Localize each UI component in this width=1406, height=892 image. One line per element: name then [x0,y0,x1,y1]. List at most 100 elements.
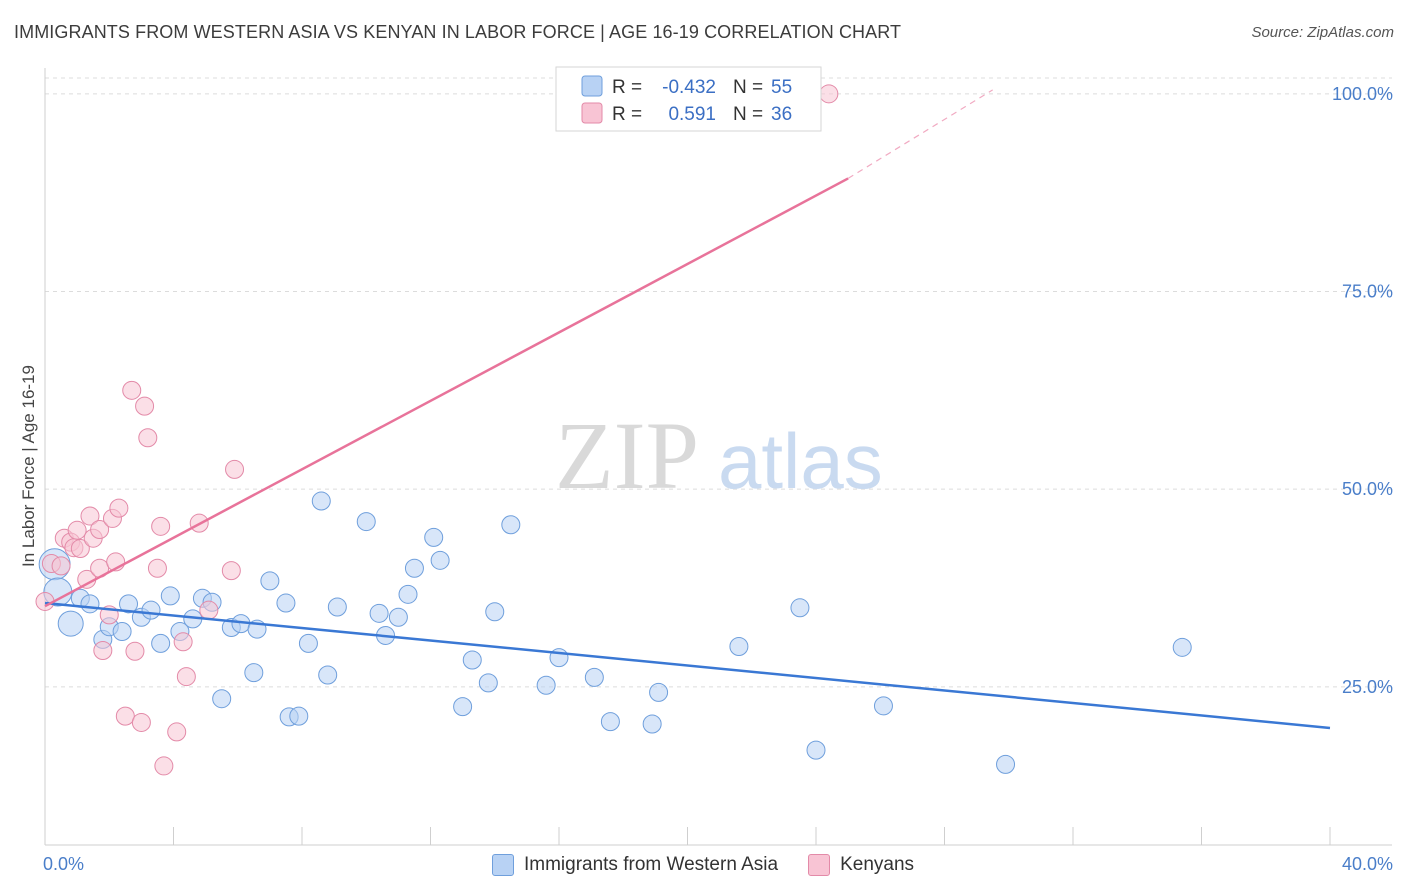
point-kenyan [819,84,839,104]
point-kenyan [90,520,110,540]
point-western-asia [478,673,498,693]
legend-n-value: 55 [771,77,792,98]
point-western-asia [729,637,749,657]
point-western-asia [404,558,424,578]
point-kenyan [173,632,193,652]
point-western-asia [388,607,408,627]
point-western-asia [424,527,444,547]
point-kenyan [131,712,151,732]
point-kenyan [125,641,145,661]
x-tick-labels: 0.0% 40.0% [43,854,1393,874]
watermark-atlas: atlas [718,417,883,505]
legend-r-label: R = [612,77,642,98]
point-western-asia [260,571,280,591]
y-tick-label: 50.0% [1342,479,1393,499]
point-kenyan [70,538,90,558]
point-western-asia [298,633,318,653]
point-kenyan [154,756,174,776]
point-western-asia [151,633,171,653]
point-kenyan [151,516,171,536]
gridlines [45,77,1392,688]
point-western-asia [244,663,264,683]
chart-title: IMMIGRANTS FROM WESTERN ASIA VS KENYAN I… [14,22,902,42]
point-western-asia [311,491,331,511]
data-points [35,84,1192,776]
legend-n-label: N = [733,104,763,125]
point-western-asia [318,665,338,685]
point-kenyan [80,506,100,526]
point-western-asia [649,682,669,702]
point-western-asia [485,602,505,622]
point-western-asia [369,603,389,623]
trend-line-western-asia [44,601,1331,730]
y-tick-labels: 100.0% 75.0% 50.0% 25.0% [1332,84,1393,697]
bottom-legend: Immigrants from Western Asia Kenyans [0,851,1406,879]
point-western-asia [141,600,161,620]
point-western-asia [112,622,132,642]
point-western-asia [430,550,450,570]
point-kenyan [199,600,219,620]
point-kenyan [176,667,196,687]
trend-line-kenyan [44,177,849,608]
point-western-asia [1172,637,1192,657]
point-kenyan [135,396,155,416]
trend-lines [44,89,1331,730]
legend-swatch [581,75,603,97]
point-western-asia [398,584,418,604]
trend-line-kenyan-extension [847,89,994,179]
point-kenyan [109,498,129,518]
legend-label-kenyans: Kenyans [840,854,915,875]
point-western-asia [462,650,482,670]
y-tick-label: 75.0% [1342,281,1393,301]
legend-label-western-asia: Immigrants from Western Asia [523,854,779,875]
point-western-asia [289,706,309,726]
point-kenyan [67,520,87,540]
point-kenyan [122,380,142,400]
point-western-asia [453,697,473,717]
point-kenyan [167,722,187,742]
point-western-asia [119,594,139,614]
source-note: Source: ZipAtlas.com [1251,24,1394,41]
point-western-asia [57,610,84,637]
point-western-asia [327,597,347,617]
watermark: ZIP atlas [555,402,883,509]
legend-item-western-asia: Immigrants from Western Asia [491,854,779,876]
point-kenyan [51,556,71,576]
point-western-asia [212,689,232,709]
point-western-asia [584,667,604,687]
point-western-asia [276,593,296,613]
point-western-asia [873,696,893,716]
legend-item-kenyans: Kenyans [808,854,914,876]
point-western-asia [536,675,556,695]
point-western-asia [996,754,1016,774]
point-western-asia [160,586,180,606]
point-western-asia [790,598,810,618]
legend-r-value: -0.432 [662,77,716,98]
y-tick-label: 100.0% [1332,84,1393,104]
point-western-asia [806,740,826,760]
y-tick-label: 25.0% [1342,677,1393,697]
legend-r-value: 0.591 [668,104,716,125]
point-western-asia [642,714,662,734]
point-kenyan [93,640,113,660]
legend-n-value: 36 [771,104,792,125]
legend-n-label: N = [733,77,763,98]
point-western-asia [501,515,521,535]
correlation-legend: R = -0.432 N = 55 R = 0.591 N = 36 [555,66,822,132]
point-kenyan [147,558,167,578]
point-western-asia [600,712,620,732]
legend-swatch-pink [808,854,831,876]
x-tick-label: 0.0% [43,854,84,874]
point-western-asia [80,594,100,614]
x-tick-label: 40.0% [1342,854,1393,874]
point-western-asia [356,512,376,532]
legend-swatch-blue [491,854,514,876]
legend-swatch [581,102,603,124]
watermark-zip: ZIP [555,402,699,509]
axes [44,68,1392,846]
point-kenyan [225,459,245,479]
point-kenyan [115,706,135,726]
legend-r-label: R = [612,104,642,125]
y-axis-label: In Labor Force | Age 16-19 [19,365,38,567]
